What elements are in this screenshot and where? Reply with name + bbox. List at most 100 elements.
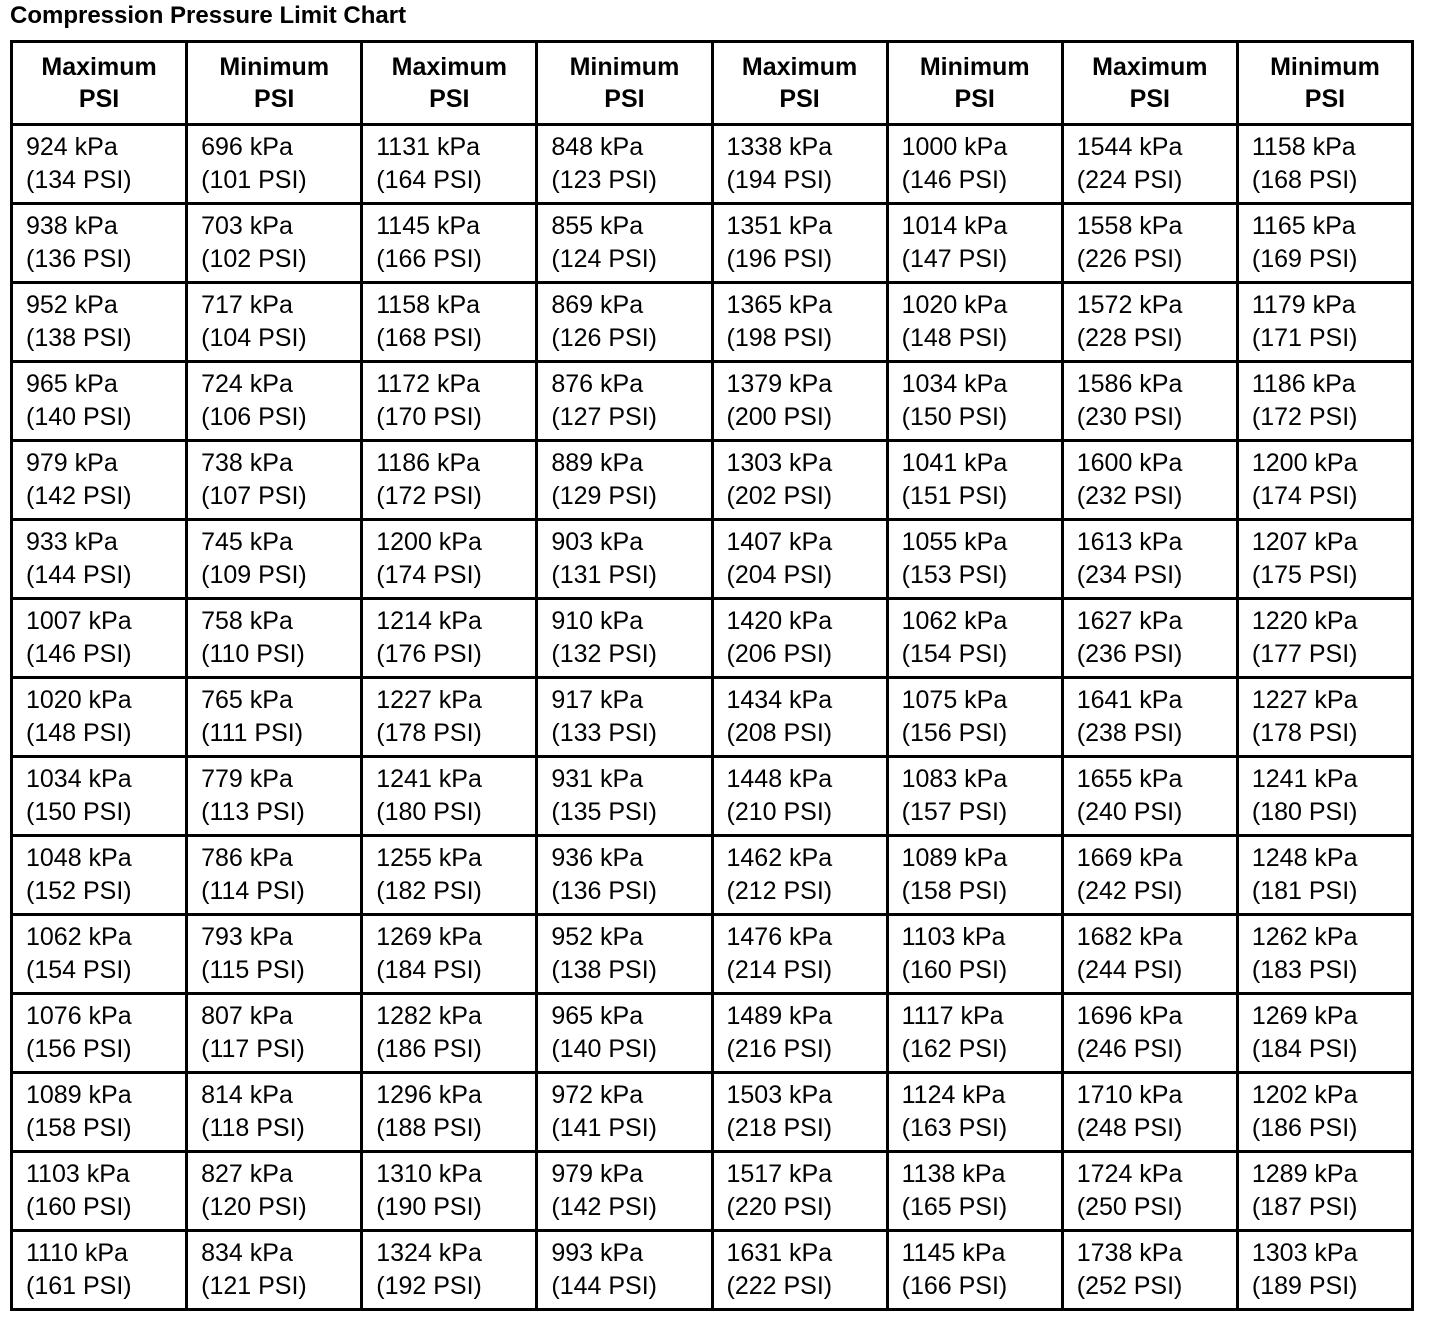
- kpa-value: 1220 kPa: [1251, 607, 1358, 635]
- cell: 1089 kPa (158 PSI): [9, 1071, 189, 1153]
- cell: 1303 kPa (202 PSI): [710, 439, 889, 521]
- psi-value: (163 PSI): [901, 1114, 1008, 1142]
- psi-value: (212 PSI): [726, 877, 833, 905]
- kpa-value: 848 kPa: [551, 133, 644, 161]
- kpa-value: 1158 kPa: [1251, 133, 1356, 161]
- cell: 1462 kPa (212 PSI): [710, 834, 889, 916]
- kpa-value: 1165 kPa: [1251, 212, 1356, 240]
- kpa-value: 876 kPa: [551, 370, 644, 398]
- cell: 910 kPa (132 PSI): [535, 597, 714, 679]
- psi-value: (248 PSI): [1076, 1114, 1183, 1142]
- psi-value: (200 PSI): [726, 403, 833, 431]
- kpa-value: 1613 kPa: [1076, 528, 1183, 556]
- kpa-value: 1696 kPa: [1076, 1002, 1183, 1030]
- kpa-value: 938 kPa: [26, 212, 118, 240]
- cell: 1186 kPa (172 PSI): [1235, 360, 1415, 442]
- kpa-value: 758 kPa: [201, 607, 293, 635]
- psi-value: (127 PSI): [551, 403, 657, 431]
- cell: 979 kPa (142 PSI): [535, 1150, 714, 1232]
- psi-value: (224 PSI): [1076, 166, 1183, 194]
- cell: 1448 kPa (210 PSI): [710, 755, 889, 837]
- cell: 724 kPa (106 PSI): [185, 360, 364, 442]
- cell: 1202 kPa (186 PSI): [1235, 1071, 1415, 1153]
- psi-value: (160 PSI): [901, 956, 1008, 984]
- psi-value: (180 PSI): [1251, 798, 1358, 826]
- kpa-value: 910 kPa: [551, 607, 644, 635]
- kpa-value: 1076 kPa: [26, 1002, 132, 1030]
- row: 1034 kPa (150 PSI) 779 kPa (113 PSI) 1241 kP…: [9, 755, 1415, 837]
- cell: 869 kPa (126 PSI): [535, 281, 714, 363]
- header-text: PSI: [604, 85, 645, 113]
- psi-value: (123 PSI): [551, 166, 657, 194]
- cell: 993 kPa (144 PSI): [535, 1229, 714, 1311]
- kpa-value: 1324 kPa: [376, 1239, 482, 1267]
- cell: 1172 kPa (170 PSI): [360, 360, 539, 442]
- cell: 1034 kPa (150 PSI): [9, 755, 189, 837]
- kpa-value: 1145 kPa: [901, 1239, 1006, 1267]
- cell: 1076 kPa (156 PSI): [9, 992, 189, 1074]
- kpa-value: 979 kPa: [551, 1160, 644, 1188]
- kpa-value: 827 kPa: [201, 1160, 293, 1188]
- psi-value: (144 PSI): [551, 1272, 657, 1300]
- kpa-value: 1014 kPa: [901, 212, 1008, 240]
- kpa-value: 1710 kPa: [1076, 1081, 1183, 1109]
- cell: 703 kPa (102 PSI): [185, 202, 364, 284]
- header-text: Minimum: [219, 53, 330, 81]
- row: 1103 kPa (160 PSI) 827 kPa (120 PSI) 1310 kP…: [9, 1150, 1415, 1232]
- kpa-value: 1296 kPa: [376, 1081, 482, 1109]
- kpa-value: 1241 kPa: [376, 765, 482, 793]
- header-cell: Minimum PSI: [1235, 40, 1415, 126]
- kpa-value: 1062 kPa: [26, 923, 132, 951]
- kpa-value: 1110 kPa: [26, 1239, 128, 1267]
- psi-value: (104 PSI): [201, 324, 307, 352]
- kpa-value: 1227 kPa: [1251, 686, 1358, 714]
- kpa-value: 1103 kPa: [901, 923, 1006, 951]
- cell: 1710 kPa (248 PSI): [1060, 1071, 1239, 1153]
- psi-value: (146 PSI): [901, 166, 1008, 194]
- header-text: Maximum: [1092, 53, 1208, 81]
- psi-value: (175 PSI): [1251, 561, 1358, 589]
- cell: 876 kPa (127 PSI): [535, 360, 714, 442]
- kpa-value: 834 kPa: [201, 1239, 293, 1267]
- psi-value: (222 PSI): [726, 1272, 833, 1300]
- kpa-value: 1041 kPa: [901, 449, 1008, 477]
- kpa-value: 1103 kPa: [26, 1160, 130, 1188]
- kpa-value: 889 kPa: [551, 449, 644, 477]
- cell: 931 kPa (135 PSI): [535, 755, 714, 837]
- header-text: Minimum: [569, 53, 680, 81]
- psi-value: (178 PSI): [1251, 719, 1358, 747]
- header-text: PSI: [1304, 85, 1346, 113]
- header-text: Maximum: [41, 53, 157, 81]
- cell: 1207 kPa (175 PSI): [1235, 518, 1415, 600]
- psi-value: (106 PSI): [201, 403, 307, 431]
- kpa-value: 1186 kPa: [1251, 370, 1356, 398]
- header-text: PSI: [954, 85, 995, 113]
- psi-value: (186 PSI): [1251, 1114, 1358, 1142]
- psi-value: (113 PSI): [201, 798, 305, 826]
- psi-value: (220 PSI): [726, 1193, 833, 1221]
- kpa-value: 1655 kPa: [1076, 765, 1183, 793]
- kpa-value: 1124 kPa: [901, 1081, 1006, 1109]
- cell: 1227 kPa (178 PSI): [1235, 676, 1415, 758]
- kpa-value: 1083 kPa: [901, 765, 1008, 793]
- psi-value: (120 PSI): [201, 1193, 307, 1221]
- cell: 765 kPa (111 PSI): [185, 676, 364, 758]
- cell: 1351 kPa (196 PSI): [710, 202, 889, 284]
- kpa-value: 1000 kPa: [901, 133, 1008, 161]
- psi-value: (216 PSI): [726, 1035, 833, 1063]
- psi-value: (226 PSI): [1076, 245, 1183, 273]
- psi-value: (183 PSI): [1251, 956, 1358, 984]
- cell: 1310 kPa (190 PSI): [360, 1150, 539, 1232]
- kpa-value: 1517 kPa: [726, 1160, 833, 1188]
- kpa-value: 1641 kPa: [1076, 686, 1183, 714]
- kpa-value: 1289 kPa: [1251, 1160, 1358, 1188]
- cell: 933 kPa (144 PSI): [9, 518, 189, 600]
- kpa-value: 1255 kPa: [376, 844, 482, 872]
- psi-value: (198 PSI): [726, 324, 833, 352]
- cell: 938 kPa (136 PSI): [9, 202, 189, 284]
- header-text: PSI: [1129, 85, 1170, 113]
- cell: 1724 kPa (250 PSI): [1060, 1150, 1239, 1232]
- psi-value: (161 PSI): [26, 1272, 132, 1300]
- row: 1110 kPa (161 PSI) 834 kPa (121 PSI) 1324 kP…: [9, 1229, 1415, 1311]
- cell: 1158 kPa (168 PSI): [360, 281, 539, 363]
